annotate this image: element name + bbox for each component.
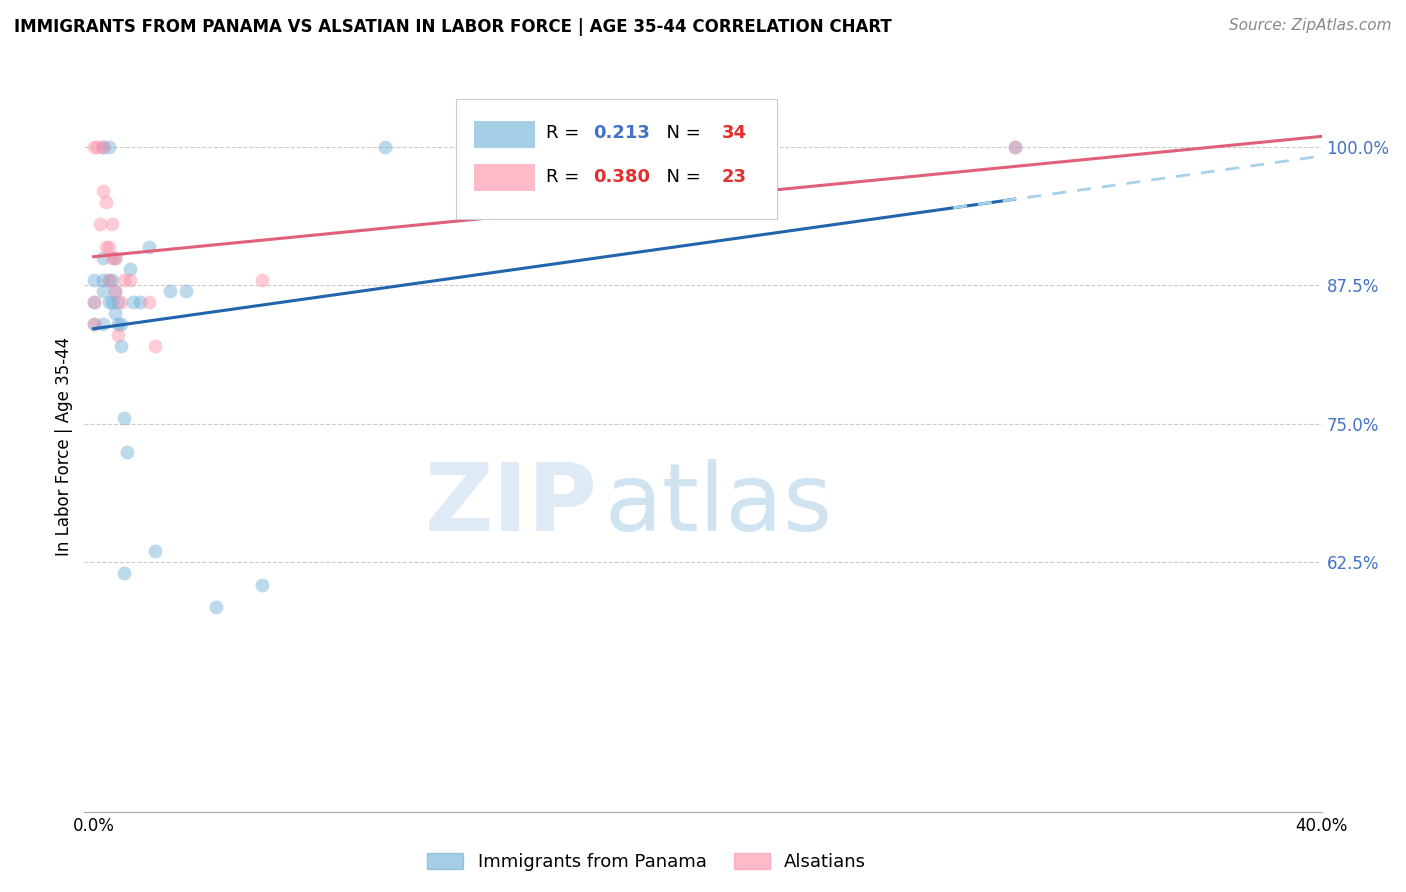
- Point: [83, 294, 105, 309]
- Point: [94, 239, 117, 253]
- Point: [91, 317, 114, 331]
- Point: [107, 317, 129, 331]
- Point: [374, 140, 396, 154]
- Point: [97, 140, 120, 154]
- Point: [159, 284, 181, 298]
- Text: Source: ZipAtlas.com: Source: ZipAtlas.com: [1229, 18, 1392, 33]
- Point: [94, 195, 117, 210]
- Point: [97, 273, 120, 287]
- Point: [91, 140, 114, 154]
- Point: [205, 599, 228, 614]
- Point: [110, 339, 132, 353]
- Point: [83, 273, 105, 287]
- Text: ZIP: ZIP: [425, 458, 598, 550]
- Text: 0.380: 0.380: [593, 168, 650, 186]
- Text: IMMIGRANTS FROM PANAMA VS ALSATIAN IN LABOR FORCE | AGE 35-44 CORRELATION CHART: IMMIGRANTS FROM PANAMA VS ALSATIAN IN LA…: [14, 18, 891, 36]
- Point: [138, 239, 160, 253]
- FancyBboxPatch shape: [474, 120, 534, 147]
- Point: [89, 218, 111, 232]
- Point: [101, 218, 124, 232]
- Text: R =: R =: [546, 124, 585, 142]
- Point: [101, 273, 124, 287]
- Point: [101, 251, 124, 265]
- Point: [97, 239, 120, 253]
- Point: [128, 294, 150, 309]
- Point: [174, 284, 197, 298]
- Point: [104, 251, 127, 265]
- Point: [104, 251, 127, 265]
- Point: [83, 317, 105, 331]
- Text: atlas: atlas: [605, 458, 832, 550]
- Point: [91, 140, 114, 154]
- Y-axis label: In Labor Force | Age 35-44: In Labor Force | Age 35-44: [55, 336, 73, 556]
- Point: [120, 261, 142, 276]
- Text: 0.213: 0.213: [593, 124, 650, 142]
- Point: [110, 317, 132, 331]
- Point: [138, 294, 160, 309]
- FancyBboxPatch shape: [474, 164, 534, 192]
- Point: [143, 544, 166, 558]
- Point: [252, 273, 274, 287]
- Point: [110, 294, 132, 309]
- Text: 34: 34: [721, 124, 747, 142]
- Point: [91, 284, 114, 298]
- FancyBboxPatch shape: [456, 99, 778, 219]
- Point: [112, 411, 135, 425]
- Point: [91, 273, 114, 287]
- Point: [83, 140, 105, 154]
- Point: [83, 294, 105, 309]
- Point: [122, 294, 145, 309]
- Text: 23: 23: [721, 168, 747, 186]
- Legend: Immigrants from Panama, Alsatians: Immigrants from Panama, Alsatians: [420, 846, 873, 879]
- Point: [104, 284, 127, 298]
- Point: [117, 444, 139, 458]
- Point: [104, 284, 127, 298]
- Point: [143, 339, 166, 353]
- Point: [252, 577, 274, 591]
- Point: [120, 273, 142, 287]
- Point: [91, 251, 114, 265]
- Point: [97, 294, 120, 309]
- Point: [1004, 140, 1026, 154]
- Text: N =: N =: [655, 168, 706, 186]
- Point: [107, 328, 129, 343]
- Point: [97, 273, 120, 287]
- Point: [104, 306, 127, 320]
- Point: [86, 140, 108, 154]
- Point: [112, 273, 135, 287]
- Point: [107, 294, 129, 309]
- Point: [1004, 140, 1026, 154]
- Point: [112, 566, 135, 581]
- Point: [83, 317, 105, 331]
- Point: [91, 184, 114, 198]
- Point: [101, 294, 124, 309]
- Text: N =: N =: [655, 124, 706, 142]
- Text: R =: R =: [546, 168, 585, 186]
